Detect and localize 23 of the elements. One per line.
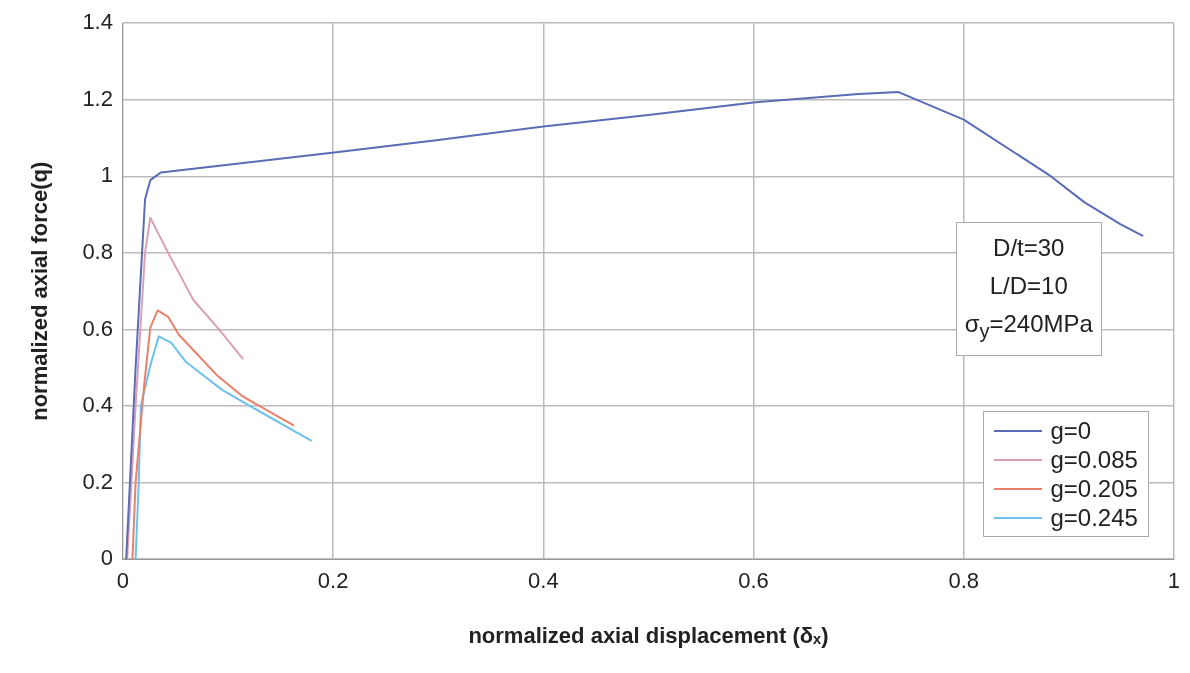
y-axis-title: normalized axial force(q) (27, 161, 53, 421)
x-tick-label: 0.4 (528, 568, 559, 594)
x-tick-label: 0.2 (317, 568, 349, 594)
x-tick-label: 0.8 (948, 568, 979, 594)
annotation: L/D=10 (988, 270, 1069, 301)
y-tick-label: 1 (100, 162, 113, 188)
x-axis-title: normalized axial displacement (δₓ) (468, 622, 829, 648)
x-tick-label: 0.6 (738, 568, 769, 594)
x-tick-label: 0 (116, 568, 130, 594)
legend-label: g=0.205 (1050, 474, 1138, 503)
legend-label: g=0.085 (1050, 445, 1138, 474)
legend-label: g=0 (1050, 416, 1092, 445)
y-tick-label: 0.4 (82, 392, 113, 418)
y-tick-label: 0.2 (82, 468, 113, 494)
legend-label: g=0.245 (1050, 503, 1138, 532)
y-tick-label: 0.8 (82, 238, 113, 264)
y-tick-label: 0.6 (82, 315, 113, 341)
y-tick-label: 1.2 (82, 85, 113, 111)
y-tick-label: 0 (100, 545, 113, 571)
x-tick-label: 1 (1167, 568, 1181, 594)
annotation: D/t=30 (992, 232, 1066, 263)
annotation: σ$_{y}$=240MPa (964, 308, 1093, 344)
y-tick-label: 1.4 (82, 9, 113, 35)
